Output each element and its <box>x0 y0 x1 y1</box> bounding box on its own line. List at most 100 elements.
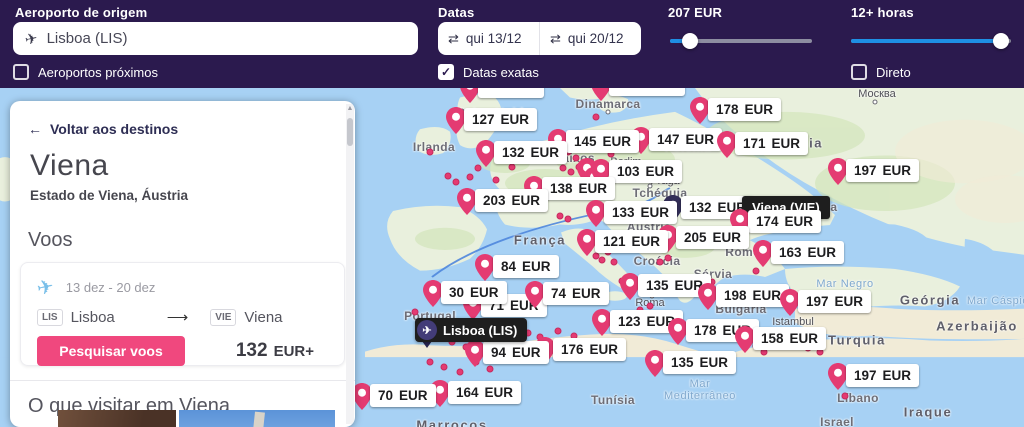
price-label[interactable]: 163 EUR <box>771 241 845 264</box>
origin-marker[interactable]: ✈ Lisboa (LIS) <box>415 318 528 342</box>
destination-dot[interactable] <box>567 168 575 176</box>
price-label[interactable]: 121 EUR <box>595 230 669 253</box>
price-pin[interactable]: 132 EUR <box>476 140 568 172</box>
price-slider[interactable] <box>670 33 812 49</box>
attraction-photo[interactable] <box>179 410 335 427</box>
destination-dot[interactable] <box>564 215 572 223</box>
price-pin[interactable]: 74 EUR <box>525 281 609 313</box>
destination-dot[interactable] <box>664 254 672 262</box>
price-pin[interactable]: 135 EUR <box>645 350 737 382</box>
price-label[interactable]: 70 EUR <box>370 384 436 407</box>
price-label[interactable]: 30 EUR <box>441 281 507 304</box>
price-label[interactable]: 94 EUR <box>483 341 549 364</box>
price-pin[interactable]: 205 EUR <box>658 225 750 257</box>
price-label[interactable]: 164 EUR <box>448 381 522 404</box>
price-label[interactable]: 132 EUR <box>494 141 568 164</box>
destination-dot[interactable] <box>592 113 600 121</box>
price-label[interactable]: 84 EUR <box>493 255 559 278</box>
price-pin[interactable]: 30 EUR <box>423 280 507 312</box>
destination-dot[interactable] <box>444 172 452 180</box>
flight-card[interactable]: ✈ 13 dez - 20 dez LIS Lisboa ⟶ VIE Viena… <box>20 262 345 366</box>
price-pin-partial[interactable] <box>591 88 685 106</box>
destination-dot[interactable] <box>426 148 434 156</box>
price-label[interactable]: 171 EUR <box>735 132 809 155</box>
destination-dot[interactable] <box>592 252 600 260</box>
exact-dates-checkbox[interactable]: ✓ Datas exatas <box>438 64 539 80</box>
back-to-destinations-link[interactable]: ← Voltar aos destinos <box>28 121 355 137</box>
destination-dot[interactable] <box>598 256 606 264</box>
price-label[interactable]: 197 EUR <box>798 290 872 313</box>
price-pin[interactable]: 197 EUR <box>780 289 872 321</box>
price-label[interactable]: 158 EUR <box>753 327 827 350</box>
price-label[interactable]: 203 EUR <box>475 189 549 212</box>
price-label[interactable]: 174 EUR <box>748 210 822 233</box>
price-label[interactable]: 198 EUR <box>716 284 790 307</box>
destination-dot[interactable] <box>556 212 564 220</box>
duration-slider[interactable] <box>851 33 1011 49</box>
price-label[interactable]: 74 EUR <box>543 282 609 305</box>
price-pin[interactable]: 158 EUR <box>735 326 827 358</box>
scrollbar-thumb[interactable] <box>347 118 353 146</box>
start-date-button[interactable]: ⇄ qui 13/12 <box>438 22 539 55</box>
scroll-up-icon[interactable]: ▲ <box>346 105 354 112</box>
origin-airport-input[interactable]: ✈ Lisboa (LIS) <box>13 22 418 55</box>
destination-dot[interactable] <box>466 173 474 181</box>
destination-dot[interactable] <box>610 258 618 266</box>
panel-scrollbar[interactable]: ▲ <box>346 104 354 424</box>
destination-dot[interactable] <box>492 176 500 184</box>
price-pin[interactable]: 133 EUR <box>586 200 678 232</box>
price-pin[interactable]: 94 EUR <box>465 340 549 372</box>
price-pin[interactable]: 123 EUR <box>592 309 684 341</box>
duration-slider-thumb[interactable] <box>993 33 1010 49</box>
price-slider-track[interactable] <box>670 39 812 43</box>
destination-dot[interactable] <box>452 178 460 186</box>
destination-dot[interactable] <box>456 368 464 376</box>
price-label[interactable]: 145 EUR <box>566 130 640 153</box>
destination-dot[interactable] <box>486 365 494 373</box>
direct-checkbox[interactable]: Direto <box>851 64 911 80</box>
price-label[interactable]: 197 EUR <box>846 159 920 182</box>
checkbox-icon[interactable] <box>13 64 29 80</box>
price-label[interactable]: 135 EUR <box>663 351 737 374</box>
price-pin[interactable]: 163 EUR <box>753 240 845 272</box>
price-pin[interactable]: 203 EUR <box>457 188 549 220</box>
map-canvas[interactable]: Reino UnidoIrlandaDinamarcaМоскваRússiaB… <box>0 88 1024 427</box>
price-pin[interactable]: 84 EUR <box>475 254 559 286</box>
price-pin[interactable]: 135 EUR <box>620 273 712 305</box>
destination-dot[interactable] <box>440 363 448 371</box>
destination-dot[interactable] <box>411 308 419 316</box>
destination-dot[interactable] <box>656 258 664 266</box>
price-pin-partial[interactable] <box>460 88 544 108</box>
destination-dot[interactable] <box>646 302 654 310</box>
destination-dot[interactable] <box>508 163 516 171</box>
price-label[interactable]: 103 EUR <box>609 160 683 183</box>
price-pin[interactable]: 198 EUR <box>698 283 790 315</box>
search-flights-button[interactable]: Pesquisar voos <box>37 336 185 366</box>
destination-dot[interactable] <box>841 392 849 400</box>
price-pin[interactable]: 174 EUR <box>730 209 822 241</box>
price-slider-thumb[interactable] <box>681 33 698 49</box>
checkbox-icon[interactable]: ✓ <box>438 64 454 80</box>
destination-dot[interactable] <box>426 358 434 366</box>
destination-dot[interactable] <box>474 164 482 172</box>
price-label[interactable]: 197 EUR <box>846 364 920 387</box>
price-label[interactable]: 133 EUR <box>604 201 678 224</box>
attraction-photo[interactable] <box>58 410 176 427</box>
destination-dot[interactable] <box>554 327 562 335</box>
price-label[interactable]: 123 EUR <box>610 310 684 333</box>
price-label[interactable]: 138 EUR <box>542 177 616 200</box>
destination-dot[interactable] <box>572 154 580 162</box>
price-label[interactable]: 205 EUR <box>676 226 750 249</box>
price-label[interactable]: 135 EUR <box>638 274 712 297</box>
destination-dot[interactable] <box>559 164 567 172</box>
price-pin[interactable]: 127 EUR <box>446 107 538 139</box>
checkbox-icon[interactable] <box>851 64 867 80</box>
nearby-airports-checkbox[interactable]: Aeroportos próximos <box>13 64 158 80</box>
price-pin[interactable]: 121 EUR <box>577 229 669 261</box>
price-label[interactable]: 127 EUR <box>464 108 538 131</box>
price-pin[interactable]: 171 EUR <box>717 131 809 163</box>
price-pin[interactable]: 70 EUR <box>352 383 436 415</box>
destination-dot[interactable] <box>752 267 760 275</box>
